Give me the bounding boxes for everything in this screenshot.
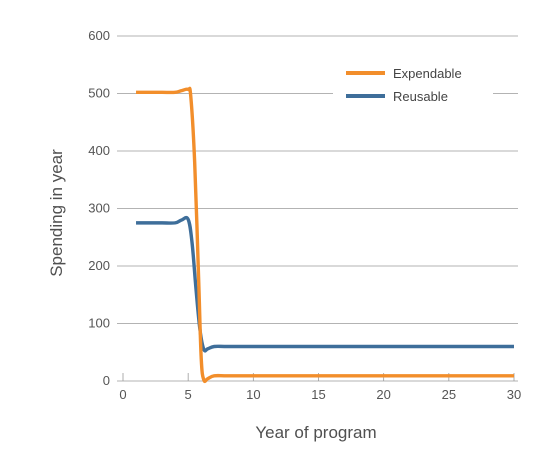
y-tick-label: 100 xyxy=(88,316,110,331)
x-tick-label: 20 xyxy=(376,387,390,402)
legend-label-reusable: Reusable xyxy=(393,89,448,104)
series-lines xyxy=(136,86,514,384)
series-line-expendable xyxy=(136,86,514,384)
x-tick-label: 0 xyxy=(119,387,126,402)
legend-background xyxy=(333,62,493,110)
x-tick-label: 15 xyxy=(311,387,325,402)
x-axis-title: Year of program xyxy=(255,423,376,442)
x-tick-label: 25 xyxy=(442,387,456,402)
y-tick-label: 500 xyxy=(88,86,110,101)
grid xyxy=(117,35,518,324)
series-line-reusable xyxy=(136,215,514,353)
y-tick-label: 600 xyxy=(88,28,110,43)
y-tick-label: 300 xyxy=(88,201,110,216)
x-tick-label: 10 xyxy=(246,387,260,402)
legend-label-expendable: Expendable xyxy=(393,66,462,81)
y-axis-title: Spending in year xyxy=(47,149,66,277)
y-tick-label: 400 xyxy=(88,143,110,158)
x-tick-label: 30 xyxy=(507,387,521,402)
x-tick-label: 5 xyxy=(185,387,192,402)
y-tick-label: 200 xyxy=(88,258,110,273)
y-tick-label: 0 xyxy=(103,373,110,388)
legend: Expendable Reusable xyxy=(333,62,493,110)
